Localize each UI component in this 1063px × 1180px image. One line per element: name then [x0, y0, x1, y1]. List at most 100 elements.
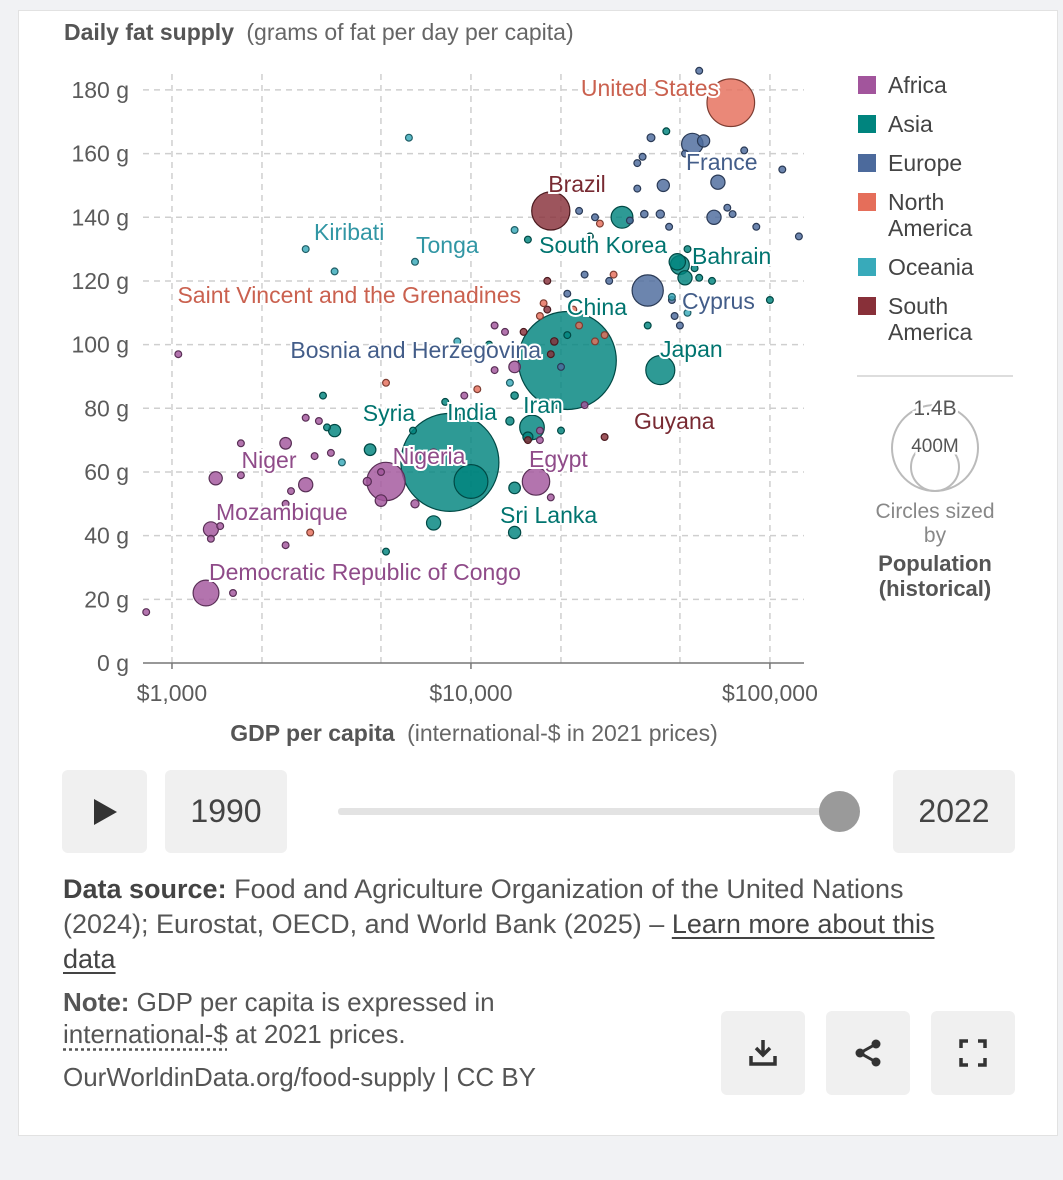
data-point-kiribati[interactable] [301, 245, 310, 254]
data-point-democratic-republic-of-congo[interactable] [192, 579, 220, 607]
data-point[interactable] [638, 152, 647, 161]
data-point[interactable] [425, 515, 442, 531]
data-point[interactable] [428, 448, 439, 458]
data-point[interactable] [696, 134, 711, 148]
data-point[interactable] [319, 391, 328, 400]
data-point[interactable] [505, 416, 515, 426]
data-point[interactable] [546, 493, 555, 502]
data-point[interactable] [330, 267, 339, 276]
data-point[interactable] [298, 477, 314, 493]
data-point[interactable] [377, 468, 386, 477]
learn-more-link[interactable]: Learn more about this data [63, 909, 935, 974]
data-point[interactable] [625, 216, 634, 225]
data-point[interactable] [453, 464, 489, 500]
data-point[interactable] [142, 608, 151, 617]
credit-link[interactable]: OurWorldinData.org/food-supply | CC BY [63, 1062, 537, 1092]
data-point[interactable] [646, 133, 656, 143]
data-point[interactable] [695, 66, 704, 75]
data-point[interactable] [728, 210, 737, 219]
data-point[interactable] [281, 541, 290, 550]
data-point[interactable] [362, 476, 372, 487]
data-point[interactable] [404, 133, 413, 142]
data-point[interactable] [510, 226, 519, 235]
data-point[interactable] [680, 149, 689, 158]
data-point[interactable] [580, 270, 589, 279]
data-point[interactable] [563, 289, 572, 298]
data-point[interactable] [306, 528, 315, 537]
data-point[interactable] [778, 165, 787, 174]
data-point[interactable] [281, 499, 290, 508]
data-point[interactable] [569, 305, 578, 314]
data-point[interactable] [667, 292, 676, 301]
data-point[interactable] [508, 360, 521, 374]
data-point-japan[interactable] [645, 355, 676, 386]
data-point[interactable] [485, 340, 494, 349]
data-point[interactable] [310, 452, 319, 461]
data-point[interactable] [441, 397, 450, 406]
data-point[interactable] [752, 222, 761, 231]
start-year[interactable]: 1990 [165, 770, 287, 853]
data-point[interactable] [409, 426, 418, 435]
data-point-cyprus[interactable] [670, 312, 679, 321]
data-point[interactable] [216, 522, 225, 531]
data-point[interactable] [206, 534, 215, 543]
data-point-china[interactable] [517, 310, 617, 411]
data-point[interactable] [236, 439, 245, 448]
data-point[interactable] [549, 337, 559, 346]
data-point[interactable] [656, 178, 671, 193]
data-point[interactable] [675, 321, 684, 330]
data-point[interactable] [740, 146, 749, 155]
data-point[interactable] [508, 481, 521, 495]
data-point[interactable] [287, 487, 296, 496]
data-point[interactable] [279, 436, 293, 450]
data-point[interactable] [695, 273, 704, 282]
data-point[interactable] [633, 184, 642, 193]
data-point[interactable] [510, 391, 519, 400]
data-point[interactable] [460, 391, 469, 400]
data-point[interactable] [655, 209, 666, 219]
data-point[interactable] [609, 270, 618, 279]
data-point[interactable] [575, 206, 584, 215]
data-point-sri-lanka[interactable] [507, 525, 522, 540]
data-point[interactable] [523, 436, 532, 445]
fullscreen-button[interactable] [931, 1011, 1015, 1095]
timeline-handle[interactable] [819, 791, 860, 832]
data-point[interactable] [677, 270, 693, 286]
data-point[interactable] [605, 276, 614, 285]
data-point[interactable] [600, 331, 609, 340]
data-point-brazil[interactable] [531, 191, 571, 231]
data-point-egypt[interactable] [521, 467, 551, 496]
data-point[interactable] [377, 296, 386, 305]
data-point[interactable] [706, 209, 722, 225]
end-year[interactable]: 2022 [893, 770, 1015, 853]
data-point[interactable] [523, 235, 532, 244]
data-point[interactable] [382, 547, 391, 556]
data-point[interactable] [683, 245, 692, 254]
data-point[interactable] [363, 443, 377, 457]
data-point[interactable] [501, 327, 510, 336]
data-point[interactable] [326, 448, 335, 457]
data-point[interactable] [683, 308, 692, 317]
data-point[interactable] [535, 426, 544, 435]
data-point[interactable] [556, 426, 565, 435]
data-point[interactable] [543, 276, 552, 285]
data-point[interactable] [765, 296, 774, 305]
data-point-saint-vincent-and-the-grenadines[interactable] [539, 299, 548, 308]
data-point[interactable] [323, 423, 332, 432]
data-point[interactable] [229, 588, 238, 597]
data-point[interactable] [668, 252, 687, 271]
data-point-bosnia-and-herzegovina[interactable] [556, 362, 565, 371]
data-point[interactable] [585, 232, 594, 241]
share-button[interactable] [826, 1011, 910, 1095]
data-point[interactable] [490, 321, 499, 330]
data-point[interactable] [453, 337, 462, 346]
data-point[interactable] [595, 219, 604, 228]
data-point[interactable] [794, 232, 803, 241]
data-point[interactable] [410, 499, 420, 509]
data-point[interactable] [236, 471, 245, 480]
data-point[interactable] [633, 159, 642, 168]
data-point[interactable] [580, 401, 589, 410]
data-point[interactable] [665, 222, 674, 231]
data-point[interactable] [639, 209, 649, 219]
data-point[interactable] [631, 274, 664, 307]
